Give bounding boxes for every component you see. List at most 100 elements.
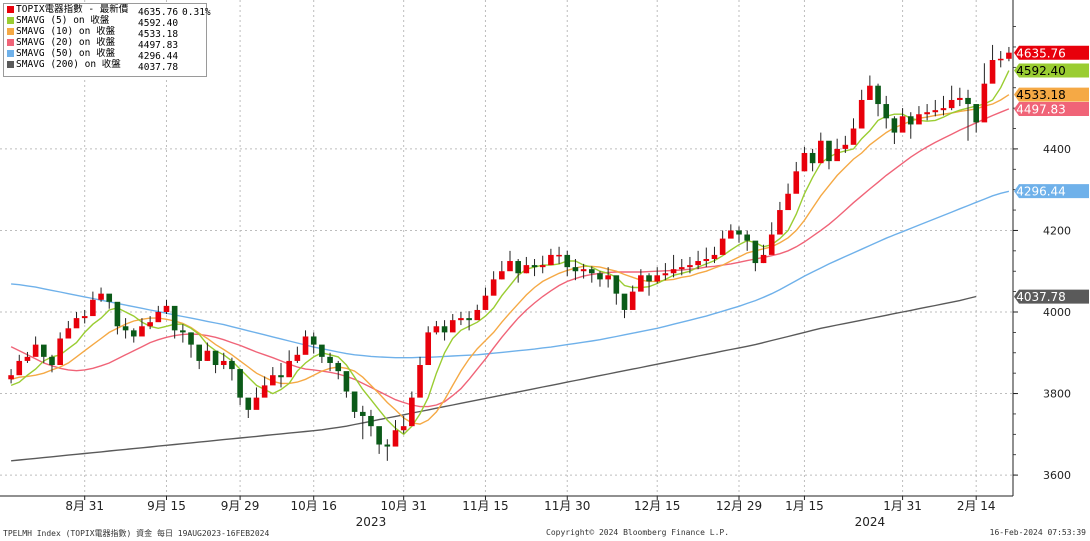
candle — [180, 324, 186, 343]
candle — [81, 309, 88, 324]
candle-body — [948, 99, 955, 109]
candle — [286, 350, 292, 378]
candle — [826, 140, 832, 170]
candle — [539, 255, 546, 274]
candle — [41, 344, 47, 363]
candle — [523, 256, 530, 274]
candle-body — [482, 295, 489, 310]
candle — [507, 250, 513, 272]
candle — [850, 118, 857, 145]
candle-body — [188, 332, 194, 345]
candle — [793, 161, 800, 194]
x-tick-label: 12月 15 — [634, 499, 680, 513]
candle — [515, 258, 521, 283]
candle-body — [130, 330, 137, 337]
legend-series-value: 4037.78 — [138, 62, 179, 73]
moving-average-lines — [10, 70, 1010, 462]
last-value-tag-bg — [1014, 63, 1089, 78]
legend-item[interactable]: SMAVG (200) on 收盤 4037.78 — [4, 59, 206, 73]
candle-body — [916, 114, 922, 125]
candle — [57, 332, 63, 366]
candle — [220, 352, 227, 370]
candle-body — [73, 318, 80, 329]
candle-body — [785, 193, 791, 211]
last-value-tag: 4497.83 — [1014, 102, 1089, 117]
candle — [229, 357, 235, 381]
candle-body — [343, 371, 350, 392]
sma50-line — [11, 190, 1010, 359]
candle — [425, 326, 432, 366]
legend-box[interactable]: TOPIX電器指數 - 最新價 4635.76 0.31% SMAVG (5) on … — [3, 3, 211, 77]
candle — [351, 391, 358, 419]
y-tick-label: 3800 — [1043, 388, 1071, 401]
candle — [883, 95, 890, 129]
candle — [932, 99, 939, 117]
candle-body — [90, 299, 96, 317]
footer-timestamp: 16-Feb-2024 07:53:39 — [989, 528, 1086, 537]
sma200-line — [11, 295, 977, 462]
candle — [409, 391, 415, 427]
candle — [466, 311, 472, 331]
candle-body — [817, 140, 824, 164]
candle — [16, 354, 23, 376]
candle — [245, 397, 252, 419]
candle — [752, 240, 759, 272]
candle — [556, 246, 562, 264]
candle — [482, 287, 489, 310]
candle-body — [752, 240, 759, 264]
candle-body — [695, 261, 701, 266]
candle — [90, 291, 96, 317]
candle-body — [220, 360, 227, 366]
legend-series-name: SMAVG (10) on 收盤 — [16, 26, 116, 37]
candle-body — [310, 336, 317, 345]
candle-body — [531, 265, 538, 268]
candle — [196, 344, 203, 370]
candle-body — [139, 326, 145, 337]
candle-body — [490, 279, 497, 296]
legend-item[interactable]: SMAVG (5) on 收盤 4592.40 — [4, 15, 206, 29]
candle — [834, 138, 840, 162]
candle — [760, 244, 767, 264]
candle-body — [441, 326, 448, 333]
last-value-tag-text: 4497.83 — [1016, 103, 1066, 117]
candle-body — [646, 275, 652, 282]
candle-body — [466, 318, 472, 321]
candle-body — [907, 116, 914, 125]
candle-body — [801, 152, 808, 172]
candle-body — [1006, 52, 1012, 59]
candle-body — [924, 112, 930, 115]
legend-item[interactable]: SMAVG (10) on 收盤 4533.18 — [4, 26, 206, 40]
candle-body — [638, 275, 644, 292]
candle — [768, 222, 775, 255]
candle-body — [891, 118, 898, 133]
legend-item[interactable]: SMAVG (20) on 收盤 4497.83 — [4, 37, 206, 51]
candle — [940, 95, 947, 116]
candle-body — [662, 273, 669, 276]
candle-body — [793, 171, 800, 194]
x-tick-label: 11月 15 — [462, 499, 508, 513]
candle — [597, 271, 603, 287]
last-value-tag-bg — [1014, 102, 1089, 117]
candle-body — [327, 356, 333, 363]
candle-body — [997, 58, 1004, 61]
legend-item[interactable]: TOPIX電器指數 - 最新價 4635.76 0.31% — [4, 4, 211, 18]
candle — [646, 273, 652, 296]
candle — [73, 312, 80, 329]
candle-body — [122, 326, 129, 331]
candle — [114, 301, 121, 335]
candle-body — [433, 326, 440, 333]
candle — [490, 271, 497, 296]
candle-body — [867, 85, 873, 100]
candle — [678, 258, 685, 276]
legend-item[interactable]: SMAVG (50) on 收盤 4296.44 — [4, 48, 206, 62]
candle-body — [114, 301, 121, 327]
y-axis: 3600 3800 4000 4200 4400 — [1012, 0, 1071, 496]
candle — [400, 415, 407, 434]
legend-change: 0.31% — [182, 7, 211, 18]
candle-body — [957, 97, 963, 100]
last-value-tag-bg — [1014, 45, 1089, 60]
candle — [728, 224, 734, 239]
legend-swatch — [7, 17, 14, 24]
candle-body — [613, 275, 620, 294]
